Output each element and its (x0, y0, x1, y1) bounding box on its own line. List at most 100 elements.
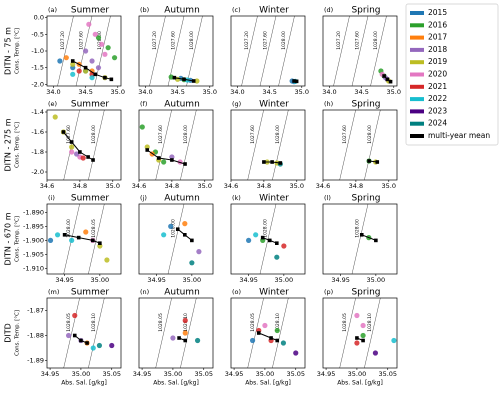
mean-point (76, 235, 81, 240)
panel-label: (d) (324, 6, 333, 14)
legend-label: 2015 (428, 8, 447, 17)
contour-line (351, 15, 369, 87)
mean-point (190, 238, 194, 243)
x-tick-label: 34.0 (138, 88, 152, 96)
point (65, 332, 72, 339)
contour-label: 1028.05 (250, 313, 256, 332)
mean-point (91, 238, 95, 243)
point (182, 317, 188, 324)
mean-point (359, 233, 364, 237)
x-tick-label: 34.95 (133, 370, 152, 378)
mean-line (361, 234, 377, 241)
mean-point (145, 148, 150, 152)
contour-label: 1028.05 (158, 313, 164, 332)
contour-line (167, 203, 185, 275)
contour-line (155, 109, 172, 181)
legend-swatch (410, 134, 424, 138)
point (281, 243, 287, 249)
mean-point (83, 65, 88, 70)
legend-swatch (410, 60, 424, 65)
y-tick-label: -1.890 (23, 208, 44, 216)
contour-label: 1027.60 (158, 125, 164, 144)
mean-point (375, 160, 380, 164)
axes-frame (46, 297, 122, 369)
point (83, 229, 89, 235)
x-tick-label: 35.00 (91, 276, 110, 284)
x-axis-label: Abs. Sal. [g/kg] (61, 380, 107, 387)
axes-frame (46, 203, 122, 275)
contour-label: 1028.00 (171, 219, 177, 238)
panel: (d) Spring 1027.20 1027.60 1028.00 34.0 34.5 35… (322, 6, 401, 97)
x-tick-label: 35.05 (286, 370, 305, 378)
y-tick-label: -1.88 (27, 332, 44, 340)
contour-label: 1028.00 (97, 31, 103, 50)
panel-label: (g) (232, 100, 241, 108)
mean-point (385, 77, 390, 82)
x-tick-label: 34.95 (41, 370, 60, 378)
x-tick-label: 34.5 (78, 88, 92, 96)
x-tick-label: 34.8 (165, 182, 179, 190)
point (360, 332, 366, 339)
y-tick-label: -1.905 (23, 250, 44, 258)
mean-point (269, 336, 273, 340)
contour-line (94, 15, 111, 87)
panel-label: (b) (140, 6, 149, 14)
axes-frame (322, 203, 398, 275)
legend-swatch (410, 97, 424, 102)
y-tick-label: 0.0 (34, 14, 44, 22)
panel-label: (i) (48, 194, 55, 202)
legend-swatch (410, 121, 424, 126)
contour-line (180, 297, 197, 369)
panel-title: Summer (71, 6, 109, 16)
point (70, 71, 76, 77)
mean-point (183, 338, 188, 343)
x-tick-label: 34.95 (147, 276, 166, 284)
mean-point (275, 338, 280, 343)
mean-point (172, 75, 177, 80)
x-tick-label: 35.00 (275, 276, 294, 284)
mean-point (183, 162, 187, 166)
x-tick-label: 34.8 (73, 182, 87, 190)
panel-title: Summer (71, 100, 109, 110)
x-tick-label: 35.00 (256, 370, 275, 378)
mean-point (294, 79, 299, 84)
point (354, 312, 360, 319)
axes-frame (138, 15, 214, 87)
panel: (c) Winter 1027.20 1027.60 1028.00 34.0 34.5 35… (230, 6, 309, 97)
contour-label: 1028.00 (66, 219, 72, 238)
row-label: DITD (4, 323, 13, 343)
x-tick-label: 34.6 (316, 182, 330, 190)
point (80, 155, 86, 161)
legend-swatch (410, 109, 424, 114)
x-axis-label: Abs. Sal. [g/kg] (153, 380, 199, 387)
x-tick-label: 34.0 (46, 88, 60, 96)
x-tick-label: 35.0 (106, 182, 120, 190)
contour-label: 1028.05 (342, 313, 348, 332)
mean-point (367, 159, 371, 163)
mean-line (258, 332, 278, 341)
contour-line (63, 297, 80, 369)
mean-point (85, 341, 89, 345)
contour-label: 1027.60 (66, 125, 72, 144)
mean-point (183, 233, 187, 237)
panel-label: (m) (48, 288, 59, 296)
contour-line (155, 297, 172, 369)
x-tick-label: 34.95 (225, 370, 244, 378)
point (69, 237, 75, 243)
legend-label: 2016 (428, 20, 447, 29)
point (274, 254, 280, 260)
panel-title: Spring (351, 6, 380, 16)
point (249, 337, 256, 344)
y-axis-label: Cons. Temp. [°C] (15, 28, 21, 74)
x-axis-label: Abs. Sal. [g/kg] (245, 380, 291, 387)
panel: (i) Summer 1028.00 1028.05 34.95 35.00 -1.890 -… (4, 194, 122, 284)
legend-swatch (410, 84, 424, 89)
x-axis-label: Abs. Sal. [g/kg] (337, 380, 383, 387)
mean-point (262, 160, 266, 164)
x-tick-label: 34.8 (349, 182, 363, 190)
y-tick-label: -1.5 (31, 64, 44, 72)
y-axis-label: Cons. Temp. [°C] (15, 310, 21, 356)
point (262, 322, 268, 329)
point (161, 159, 167, 165)
panel: (h) Spring 1027.60 1028.00 34.6 34.8 35.0 (316, 100, 398, 190)
